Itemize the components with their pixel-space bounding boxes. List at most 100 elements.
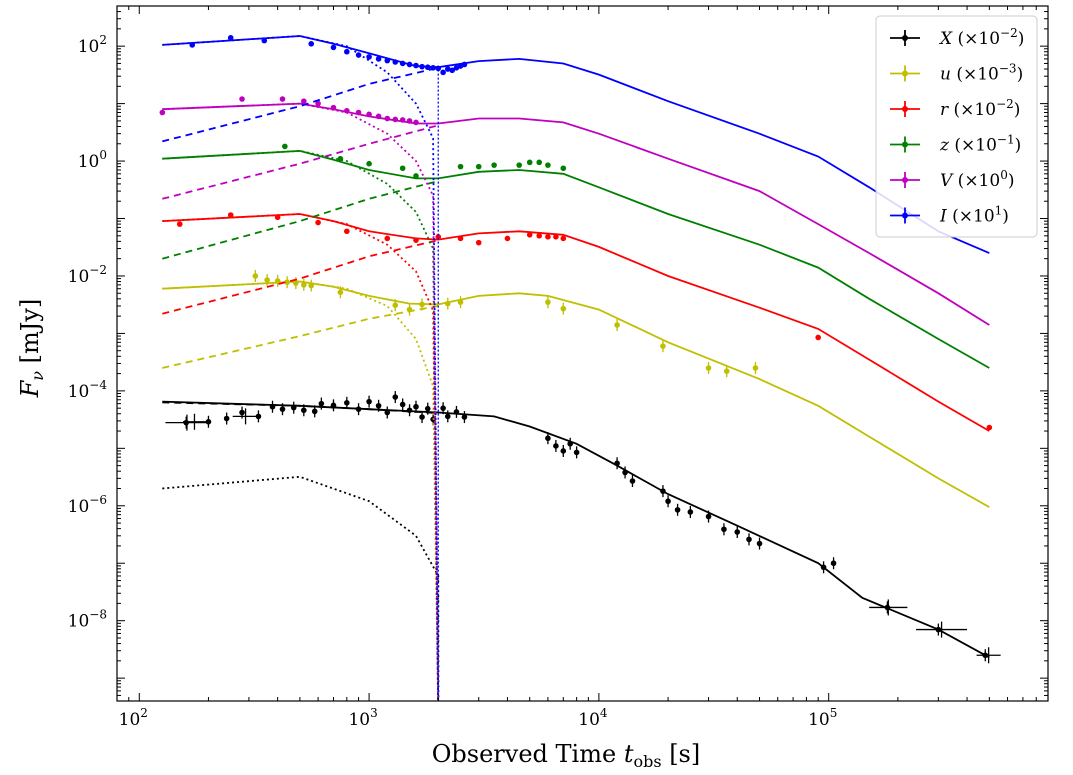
series-z-data-point xyxy=(475,163,482,170)
series-r-data-point xyxy=(227,212,234,218)
legend-marker-i-dot xyxy=(902,212,908,219)
series-i-data-point xyxy=(366,54,372,60)
series-z-data-point xyxy=(282,143,288,150)
series-x-data-point xyxy=(560,448,567,454)
series-r-data-point xyxy=(435,234,442,240)
series-x-data-point xyxy=(629,478,636,484)
series-r-forward-shock-line xyxy=(162,213,439,701)
series-v-data-point xyxy=(301,98,307,105)
series-x-data-point xyxy=(440,405,446,411)
series-x-data-point xyxy=(674,507,681,513)
series-u-data-point xyxy=(419,301,425,308)
y-tick-label: 100 xyxy=(78,148,107,172)
series-x-data-point xyxy=(413,403,419,410)
legend-marker-v-dot xyxy=(902,177,908,183)
series-r-data-point xyxy=(413,237,419,243)
series-x-data-point xyxy=(734,529,741,535)
series-i-data-point xyxy=(419,63,425,70)
series-i-data-point xyxy=(406,61,413,68)
series-u-data-point xyxy=(293,280,299,286)
series-r-data-point xyxy=(545,234,551,240)
series-r-data-point xyxy=(536,233,543,239)
series-v-data-point xyxy=(355,109,362,116)
series-z-data-point xyxy=(337,155,344,162)
series-u-data-point xyxy=(444,300,451,307)
series-i-data-point xyxy=(413,62,419,69)
series-x-data-point xyxy=(461,414,468,420)
series-z-data-point xyxy=(366,160,372,167)
series-r-data-point xyxy=(560,235,567,242)
series-r-data-point xyxy=(553,234,559,240)
series-v-data-point xyxy=(384,115,391,122)
series-r-data-point xyxy=(815,334,821,341)
series-x-data-point xyxy=(756,540,763,547)
y-tick-label: 10−2 xyxy=(68,263,107,287)
series-i-data-point xyxy=(392,59,399,65)
series-v-data-point xyxy=(406,118,413,124)
series-z-data-point xyxy=(536,159,543,166)
series-x-data-point xyxy=(614,460,620,467)
series-v-data-point xyxy=(344,107,350,114)
plot-frame xyxy=(116,5,1049,702)
series-i-data-point xyxy=(375,56,382,62)
series-x-data-point xyxy=(392,394,399,400)
legend-label-r: r (×10−2) xyxy=(940,97,1020,120)
series-i-data-point xyxy=(424,64,431,71)
series-i-data-point xyxy=(261,37,268,44)
series-v-data-point xyxy=(279,96,286,102)
plot-area xyxy=(159,34,1001,701)
legend-label-i: I (×101) xyxy=(939,204,1009,227)
series-u-total-line xyxy=(162,280,990,508)
series-i-data-point xyxy=(308,40,315,47)
x-tick-label: 102 xyxy=(119,706,148,730)
series-u-data-point xyxy=(660,343,666,349)
series-u-data-point xyxy=(457,299,464,305)
series-u-data-point xyxy=(705,365,712,371)
series-v-data-point xyxy=(315,100,321,107)
series-v-forward-shock-line xyxy=(162,102,440,701)
series-x-data-point xyxy=(406,407,413,414)
series-i-data-point xyxy=(344,48,350,55)
legend-marker-u-dot xyxy=(902,70,908,77)
legend: X (×10−2) u (×10−3) r (×10−2) z (×10−1) V (×… xyxy=(875,15,1038,238)
series-r-data-point xyxy=(457,235,464,242)
series-i-data-point xyxy=(384,57,391,64)
series-u-data-point xyxy=(392,302,399,308)
series-r-data-point xyxy=(986,424,993,431)
series-r-data-point xyxy=(526,232,533,238)
series-v-data-point xyxy=(239,96,245,102)
y-tick-label: 10−8 xyxy=(68,608,107,632)
series-v-data-point xyxy=(330,104,337,111)
series-i-data-point xyxy=(330,44,337,51)
series-u-data-point xyxy=(252,273,259,279)
series-z-data-point xyxy=(516,162,522,168)
series-x-data-point xyxy=(419,414,425,420)
series-x-data-point xyxy=(366,398,372,405)
series-x-data-point xyxy=(746,536,752,543)
y-tick-label: 10−6 xyxy=(68,493,107,517)
legend-marker-r-dot xyxy=(902,106,908,112)
series-i-data-point xyxy=(449,67,456,74)
series-z-data-point xyxy=(491,162,497,168)
series-v-data-point xyxy=(413,119,419,126)
series-u-data-point xyxy=(284,279,290,285)
legend-marker-x-dot xyxy=(902,35,908,41)
axis-ticks xyxy=(116,5,1049,702)
series-r-data-point xyxy=(384,235,391,242)
series-u-data-point xyxy=(752,365,759,371)
series-v-data-point xyxy=(375,113,382,120)
series-x-data-point xyxy=(301,407,307,414)
series-x-data-point xyxy=(687,509,694,515)
x-tick-label: 103 xyxy=(348,706,377,730)
legend-label-u: u (×10−3) xyxy=(940,62,1023,85)
series-z-data-point xyxy=(526,159,533,166)
series-x-data-point xyxy=(239,409,245,416)
y-tick-label: 10−4 xyxy=(68,378,108,402)
legend-label-z: z (×10−1) xyxy=(939,133,1021,156)
series-x-data-point xyxy=(622,469,628,476)
series-x-data-point xyxy=(355,406,362,412)
series-r-data-point xyxy=(176,221,183,227)
series-u-data-point xyxy=(308,282,315,289)
series-x-data-point xyxy=(269,403,276,410)
